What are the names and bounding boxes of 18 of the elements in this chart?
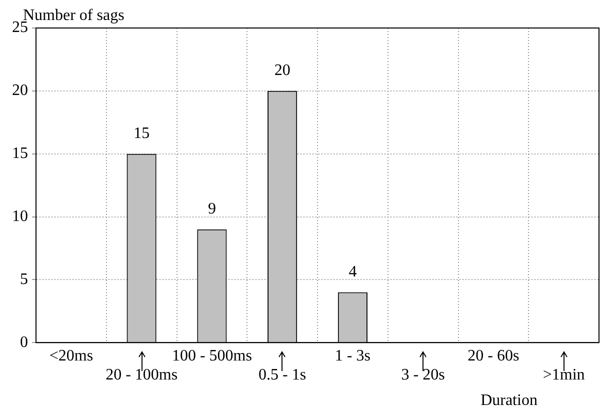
- x-tick-label: >1min: [542, 366, 585, 384]
- x-tick-label: <20ms: [49, 347, 94, 364]
- data-label: 15: [134, 125, 150, 142]
- y-tick-label: 20: [12, 82, 28, 100]
- y-tick-label: 15: [12, 145, 28, 162]
- x-tick-label: 100 - 500ms: [172, 347, 252, 364]
- y-tick-label: 0: [20, 334, 28, 351]
- data-label: 4: [348, 263, 357, 280]
- y-tick-label: 5: [20, 270, 28, 288]
- data-label: 9: [208, 200, 216, 218]
- data-label: 20: [274, 62, 290, 80]
- x-axis-title: Duration: [480, 392, 538, 409]
- x-tick-label: 20 - 60s: [468, 347, 520, 364]
- y-tick-label: 10: [12, 208, 28, 225]
- x-tick-label: 3 - 20s: [401, 366, 445, 384]
- x-tick-label: 20 - 100ms: [106, 366, 178, 384]
- x-tick-label: 0.5 - 1s: [258, 366, 306, 384]
- x-tick-label: 1 - 3s: [334, 347, 370, 364]
